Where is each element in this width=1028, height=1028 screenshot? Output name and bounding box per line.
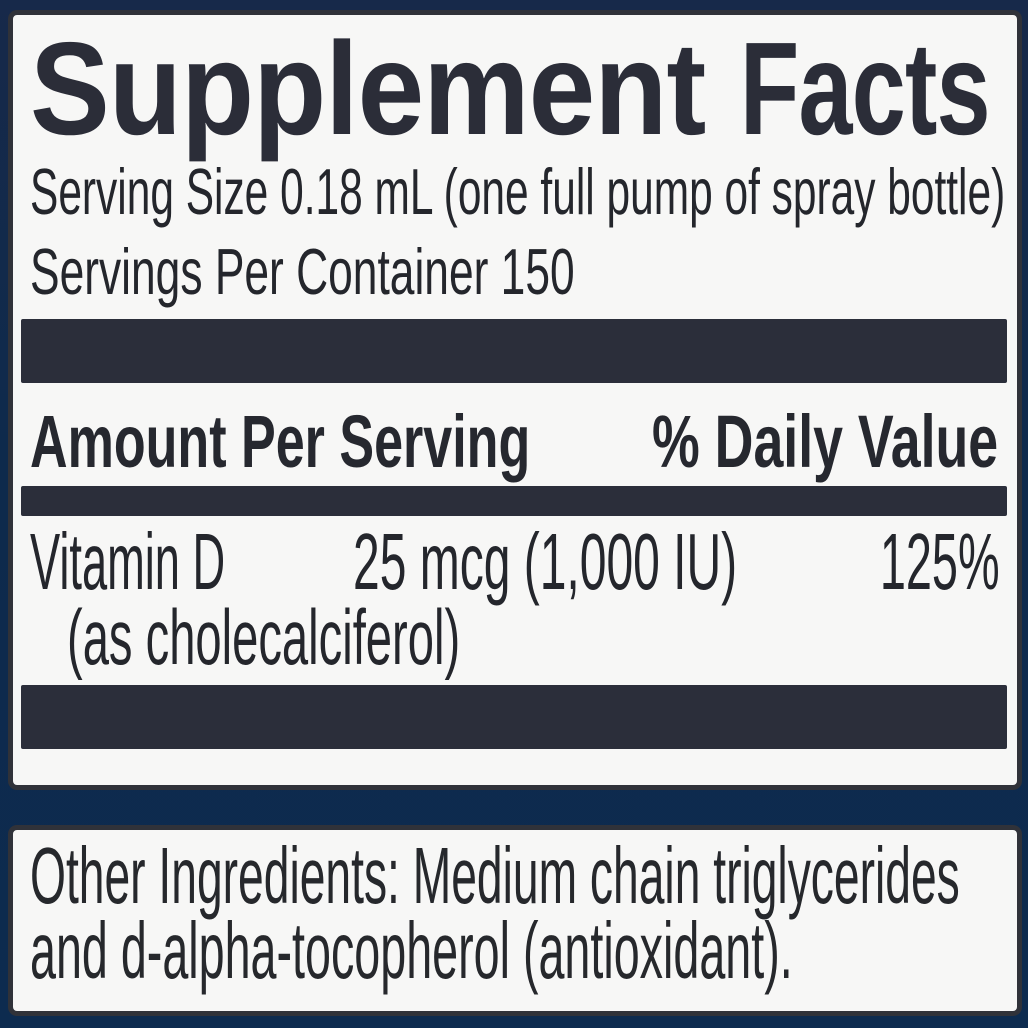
other-ingredients-line-2: and d-alpha-tocopherol (antioxidant).: [30, 911, 1028, 991]
nutrient-amount: 25 mcg (1,000 IU): [353, 522, 993, 602]
other-ingredients-panel: Other Ingredients: Medium chain triglyce…: [8, 825, 1022, 1016]
divider-bar-thick-bottom: [21, 685, 1007, 749]
panel-title: Supplement Facts: [13, 13, 1017, 163]
title-word-supplement: Supplement: [30, 13, 775, 164]
nutrient-form-note-text: (as cholecalciferol): [67, 593, 461, 681]
title-word-facts: Facts: [650, 13, 991, 164]
nutrient-amount-text: 25 mcg (1,000 IU): [353, 517, 738, 606]
column-header-amount-text: Amount Per Serving: [30, 400, 531, 483]
nutrient-form-note: (as cholecalciferol): [67, 598, 717, 676]
servings-per-container-text: Servings Per Container 150: [30, 235, 575, 308]
divider-bar-thick-top: [21, 319, 1007, 383]
column-header-daily-value-text: % Daily Value: [651, 400, 998, 483]
nutrient-name-text: Vitamin D: [30, 517, 226, 606]
other-ingredients-line-1-text: Other Ingredients: Medium chain triglyce…: [30, 831, 960, 920]
nutrient-name: Vitamin D: [30, 522, 375, 602]
servings-per-container-line: Servings Per Container 150: [30, 239, 829, 304]
other-ingredients-line-1: Other Ingredients: Medium chain triglyce…: [30, 836, 1028, 916]
title-word-supplement-text: Supplement: [30, 15, 706, 162]
serving-size-text: Serving Size 0.18 mL (one full pump of s…: [30, 155, 1006, 228]
other-ingredients-line-2-text: and d-alpha-tocopherol (antioxidant).: [30, 906, 793, 995]
nutrient-daily-value-text: 125%: [880, 517, 1000, 606]
nutrient-daily-value: 125%: [795, 522, 1000, 602]
title-word-facts-text: Facts: [740, 15, 991, 162]
column-header-amount: Amount Per Serving: [30, 405, 741, 479]
serving-size-line: Serving Size 0.18 mL (one full pump of s…: [30, 159, 1028, 224]
supplement-facts-panel: Supplement Facts Serving Size 0.18 mL (o…: [8, 10, 1022, 790]
column-header-daily-value: % Daily Value: [521, 405, 998, 479]
divider-bar-thin: [21, 486, 1007, 516]
